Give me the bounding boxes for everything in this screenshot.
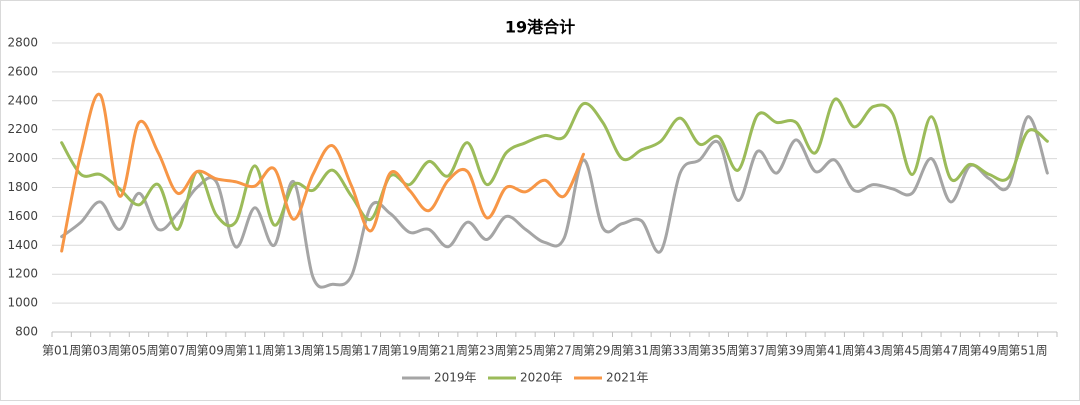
x-tick-label: 第31周 [622, 344, 661, 358]
y-tick-label: 800 [15, 325, 38, 339]
x-tick-label: 第33周 [660, 344, 699, 358]
y-tick-label: 2200 [7, 122, 38, 136]
x-tick-label: 第39周 [776, 344, 815, 358]
legend-label: 2019年 [434, 371, 477, 385]
legend-label: 2020年 [520, 371, 563, 385]
y-tick-label: 1400 [7, 238, 38, 252]
y-tick-label: 2000 [7, 151, 38, 165]
y-tick-label: 1200 [7, 267, 38, 281]
x-tick-label: 第03周 [81, 344, 120, 358]
y-tick-label: 1600 [7, 209, 38, 223]
x-tick-label: 第43周 [854, 344, 893, 358]
y-tick-label: 2600 [7, 64, 38, 78]
x-tick-label: 第11周 [235, 344, 274, 358]
x-tick-label: 第35周 [699, 344, 738, 358]
y-tick-label: 1000 [7, 296, 38, 310]
x-tick-label: 第45周 [892, 344, 931, 358]
x-tick-label: 第19周 [390, 344, 429, 358]
x-tick-label: 第07周 [158, 344, 197, 358]
y-tick-label: 2400 [7, 93, 38, 107]
x-tick-label: 第51周 [1008, 344, 1047, 358]
x-tick-label: 第01周 [42, 344, 81, 358]
x-tick-label: 第09周 [197, 344, 236, 358]
x-tick-label: 第23周 [467, 344, 506, 358]
x-tick-label: 第41周 [815, 344, 854, 358]
x-tick-label: 第17周 [351, 344, 390, 358]
x-tick-label: 第21周 [429, 344, 468, 358]
x-tick-label: 第49周 [970, 344, 1009, 358]
y-tick-label: 2800 [7, 36, 38, 50]
series-line [60, 115, 1049, 289]
chart-title: 19港合计 [505, 18, 575, 37]
x-tick-label: 第15周 [313, 344, 352, 358]
series-line [60, 97, 1049, 231]
x-tick-label: 第47周 [931, 344, 970, 358]
x-tick-label: 第25周 [506, 344, 545, 358]
x-tick-label: 第27周 [545, 344, 584, 358]
legend-label: 2021年 [606, 371, 649, 385]
x-tick-label: 第29周 [583, 344, 622, 358]
series-line [60, 92, 585, 253]
y-tick-label: 1800 [7, 180, 38, 194]
x-tick-label: 第13周 [274, 344, 313, 358]
x-tick-label: 第05周 [119, 344, 158, 358]
x-tick-label: 第37周 [738, 344, 777, 358]
